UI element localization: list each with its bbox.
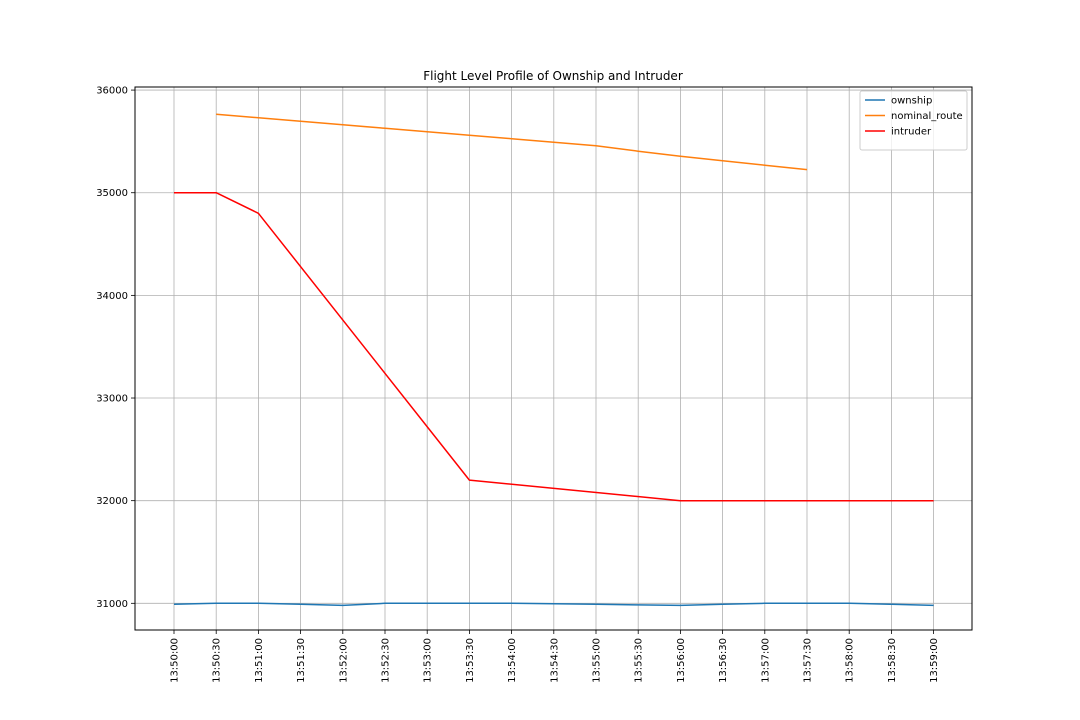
x-tick-label: 13:55:30: [634, 638, 645, 683]
x-tick-label: 13:50:30: [212, 638, 223, 683]
x-tick-label: 13:57:30: [803, 638, 814, 683]
legend-label: intruder: [891, 127, 932, 138]
x-tick-label: 13:52:30: [381, 638, 392, 683]
series-lines: [173, 113, 934, 607]
x-tick-label: 13:50:00: [170, 638, 181, 683]
y-tick-label: 35000: [96, 188, 128, 199]
legend-box: [859, 90, 968, 151]
series-line-intruder: [174, 191, 934, 502]
x-tick-label: 13:56:30: [718, 638, 729, 683]
legend-label: nominal_route: [891, 111, 963, 122]
y-axis: 31000 32000 33000 34000 35000 36000: [96, 86, 135, 610]
x-tick-label: 13:51:30: [296, 638, 307, 683]
legend-label: ownship: [891, 96, 932, 107]
y-tick-label: 32000: [96, 496, 128, 507]
y-tick-label: 36000: [96, 86, 128, 97]
x-tick-label: 13:51:00: [254, 638, 265, 683]
y-tick-label: 31000: [96, 599, 128, 610]
x-tick-label: 13:53:30: [465, 638, 476, 683]
x-tick-label: 13:56:00: [676, 638, 687, 683]
x-tick-label: 13:53:00: [423, 638, 434, 683]
y-tick-label: 34000: [96, 291, 128, 302]
x-tick-label: 13:54:30: [549, 638, 560, 683]
series-line-nominal-route: [216, 113, 808, 171]
y-tick-label: 33000: [96, 394, 128, 405]
x-axis: 13:50:00 13:50:30 13:51:00 13:51:30 13:52:00…: [170, 630, 940, 683]
x-tick-label: 13:58:30: [887, 638, 898, 683]
x-tick-label: 13:55:00: [592, 638, 603, 683]
x-tick-label: 13:58:00: [845, 638, 856, 683]
series-line-ownship: [173, 602, 934, 607]
x-tick-label: 13:54:00: [507, 638, 518, 683]
x-tick-label: 13:57:00: [760, 638, 771, 683]
x-tick-label: 13:52:00: [338, 638, 349, 683]
legend: ownship nominal_route intruder: [859, 90, 968, 151]
x-tick-label: 13:59:00: [929, 638, 940, 683]
chart-title: Flight Level Profile of Ownship and Intr…: [423, 69, 683, 83]
